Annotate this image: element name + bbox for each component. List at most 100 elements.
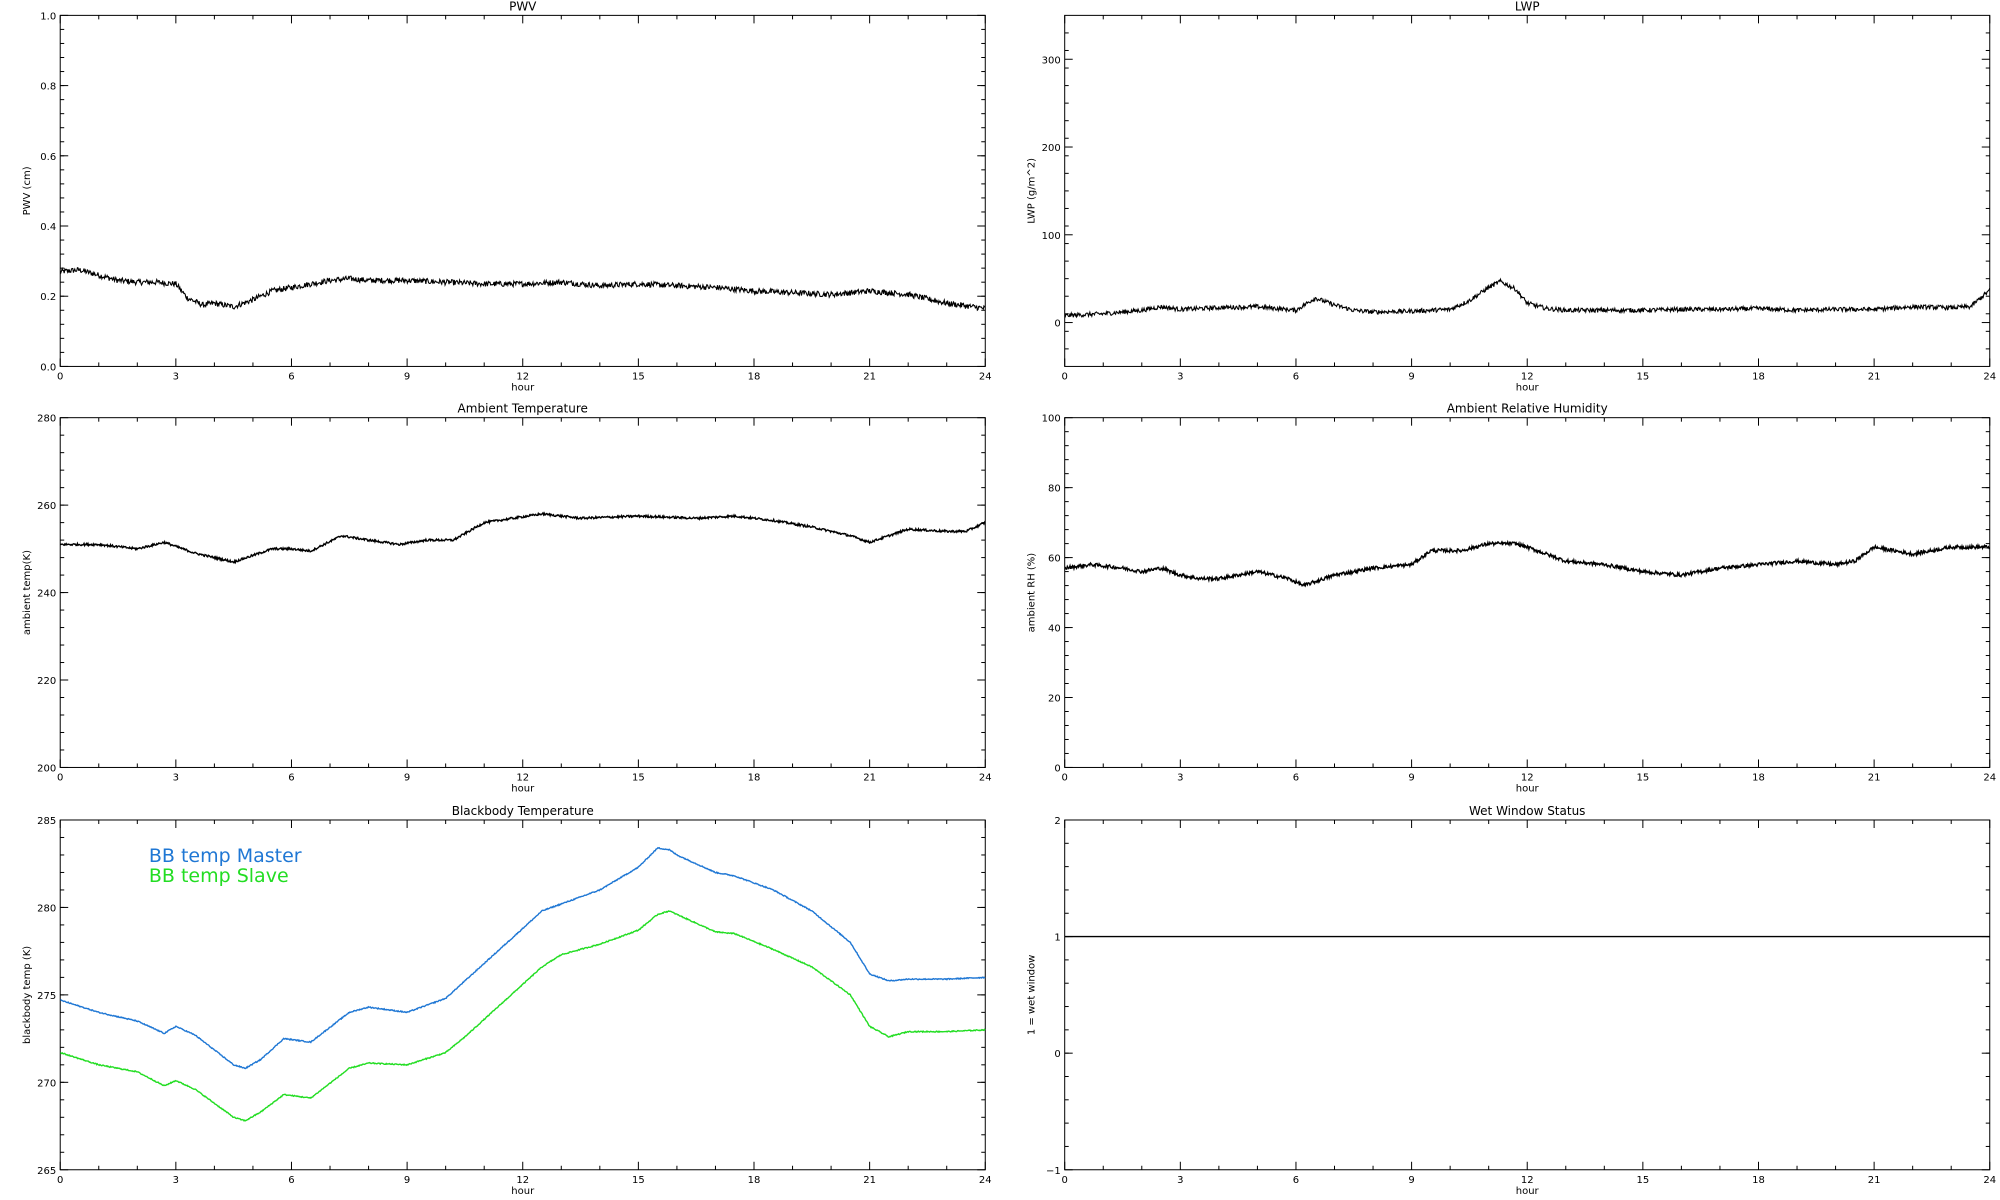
x-tick-label: 15 <box>632 1175 645 1186</box>
plot-title: LWP <box>1515 0 1540 13</box>
y-tick-label: 265 <box>37 1166 56 1177</box>
x-tick-label: 21 <box>863 1175 876 1186</box>
y-tick-label: −1 <box>1046 1166 1061 1177</box>
x-axis-label: hour <box>511 783 535 794</box>
x-tick-label: 15 <box>632 371 645 382</box>
x-tick-label: 21 <box>1868 371 1881 382</box>
plot-frame <box>1064 417 1991 768</box>
plot-panel-2: LWP 0 3 6 9 12 15 18 21 24 hour 0 100 200 300 LWP (g/m^… <box>1027 0 1996 393</box>
x-tick-label: 15 <box>1636 772 1649 783</box>
legend-entry: BB temp Master <box>149 845 302 867</box>
x-tick-label: 12 <box>1521 1175 1534 1186</box>
y-axis-label: 1 = wet window <box>1027 955 1038 1035</box>
x-tick-label: 3 <box>1177 1175 1183 1186</box>
plot-panel-5: Blackbody Temperature 0 3 6 9 12 15 18 21 24 hour 2… <box>22 804 991 1197</box>
y-tick-label: 275 <box>37 991 56 1002</box>
x-tick-label: 3 <box>1177 371 1183 382</box>
x-tick-label: 0 <box>57 1175 63 1186</box>
x-tick-label: 18 <box>748 1175 761 1186</box>
y-tick-label: 100 <box>1042 231 1061 242</box>
x-tick-label: 15 <box>1636 371 1649 382</box>
y-tick-label: 280 <box>37 903 56 914</box>
y-tick-label: 0.2 <box>40 292 56 303</box>
plot-frame <box>59 14 986 367</box>
y-tick-label: 240 <box>37 589 56 600</box>
y-tick-label: 20 <box>1048 694 1061 705</box>
y-tick-label: 80 <box>1048 484 1061 495</box>
plot-title: Ambient Relative Humidity <box>1447 402 1608 416</box>
x-tick-label: 6 <box>288 371 294 382</box>
y-tick-label: 60 <box>1048 554 1061 565</box>
y-axis-label: ambient RH (%) <box>1027 553 1038 633</box>
plot-panel-1: PWV 0 3 6 9 12 15 18 21 24 hour 0.0 0.2 0.4 0.6 0.8 1.0 P… <box>22 0 991 393</box>
x-tick-label: 3 <box>173 371 179 382</box>
legend-entry: BB temp Slave <box>149 865 289 887</box>
plot-title: Ambient Temperature <box>458 402 588 416</box>
x-tick-label: 0 <box>1062 371 1068 382</box>
series-line-1 <box>60 846 986 1070</box>
y-axis-label: blackbody temp (K) <box>22 946 33 1044</box>
y-axis-label: ambient temp(K) <box>22 550 33 635</box>
y-tick-label: 0.8 <box>40 82 56 93</box>
y-tick-label: 200 <box>1042 143 1061 154</box>
x-tick-label: 18 <box>1752 1175 1765 1186</box>
x-tick-label: 6 <box>1293 1175 1299 1186</box>
y-tick-label: 260 <box>37 501 56 512</box>
x-tick-label: 18 <box>748 371 761 382</box>
x-tick-label: 6 <box>1293 772 1299 783</box>
x-tick-label: 24 <box>979 772 992 783</box>
plot-frame <box>1064 14 1991 367</box>
y-axis-label: LWP (g/m^2) <box>1027 158 1038 224</box>
y-axis-label: PWV (cm) <box>22 166 33 215</box>
x-axis-label: hour <box>511 382 535 393</box>
x-tick-label: 9 <box>404 1175 410 1186</box>
y-tick-label: 300 <box>1042 55 1061 66</box>
x-tick-label: 18 <box>748 772 761 783</box>
x-tick-label: 12 <box>516 772 529 783</box>
series-line-2 <box>60 910 986 1122</box>
x-tick-label: 18 <box>1752 772 1765 783</box>
y-tick-label: 270 <box>37 1078 56 1089</box>
x-tick-label: 21 <box>1868 1175 1881 1186</box>
x-tick-label: 0 <box>57 772 63 783</box>
series-line-1 <box>60 511 986 565</box>
x-tick-label: 0 <box>1062 772 1068 783</box>
y-tick-label: 280 <box>37 414 56 425</box>
x-tick-label: 9 <box>1408 371 1414 382</box>
x-tick-label: 15 <box>1636 1175 1649 1186</box>
x-tick-label: 24 <box>1983 1175 1996 1186</box>
y-tick-label: 200 <box>37 763 56 774</box>
y-tick-label: 0 <box>1054 319 1060 330</box>
x-axis-label: hour <box>1516 1186 1540 1197</box>
x-tick-label: 3 <box>173 772 179 783</box>
x-tick-label: 24 <box>1983 772 1996 783</box>
y-tick-label: 40 <box>1048 624 1061 635</box>
x-tick-label: 9 <box>404 772 410 783</box>
series-line-1 <box>60 267 986 312</box>
x-tick-label: 0 <box>57 371 63 382</box>
x-tick-label: 24 <box>979 371 992 382</box>
plot-panel-3: Ambient Temperature 0 3 6 9 12 15 18 21 24 hour 200… <box>22 402 991 795</box>
x-axis-label: hour <box>1516 382 1540 393</box>
x-tick-label: 0 <box>1062 1175 1068 1186</box>
x-tick-label: 3 <box>173 1175 179 1186</box>
y-tick-label: 2 <box>1054 816 1060 827</box>
x-axis-label: hour <box>511 1186 535 1197</box>
y-tick-label: 1 <box>1054 933 1060 944</box>
plot-title: PWV <box>509 0 537 13</box>
plot-title: Blackbody Temperature <box>452 804 594 818</box>
x-tick-label: 12 <box>1521 772 1534 783</box>
x-tick-label: 15 <box>632 772 645 783</box>
x-tick-label: 21 <box>863 772 876 783</box>
x-tick-label: 21 <box>863 371 876 382</box>
x-tick-label: 12 <box>516 1175 529 1186</box>
x-tick-label: 24 <box>979 1175 992 1186</box>
x-axis-label: hour <box>1516 783 1540 794</box>
x-tick-label: 24 <box>1983 371 1996 382</box>
x-tick-label: 21 <box>1868 772 1881 783</box>
plot-panel-4: Ambient Relative Humidity 0 3 6 9 12 15 18 21 24 h… <box>1027 402 1996 795</box>
x-tick-label: 6 <box>288 772 294 783</box>
y-tick-label: 0.6 <box>40 152 56 163</box>
